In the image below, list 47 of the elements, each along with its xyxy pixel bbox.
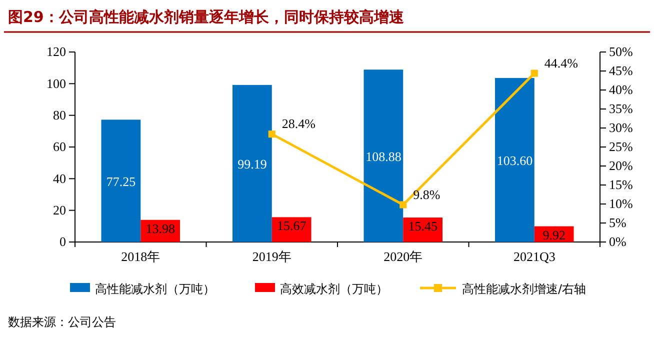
data-label: 28.4% bbox=[282, 116, 316, 132]
y2-tick-label: 15% bbox=[609, 177, 633, 192]
data-label: 9.92 bbox=[542, 227, 566, 242]
chart-title: 图29：公司高性能减水剂销量逐年增长，同时保持较高增速 bbox=[8, 8, 405, 26]
y2-tick-label: 35% bbox=[609, 101, 633, 116]
bar bbox=[403, 218, 442, 242]
data-label: 13.98 bbox=[146, 220, 175, 236]
legend-label: 高性能减水剂（万吨） bbox=[95, 282, 215, 296]
bar bbox=[232, 84, 272, 242]
y2-tick-label: 25% bbox=[609, 139, 633, 154]
y2-tick-label: 50% bbox=[609, 44, 633, 60]
data-label: 9.8% bbox=[413, 186, 440, 202]
x-tick-label: 2018年 bbox=[121, 249, 160, 264]
data-label: 77.25 bbox=[106, 174, 136, 189]
y2-tick-label: 5% bbox=[609, 215, 626, 230]
y-tick-label: 100 bbox=[46, 76, 66, 91]
x-tick-label: 2021Q3 bbox=[513, 249, 556, 264]
y2-tick-label: 10% bbox=[609, 196, 633, 212]
data-label: 108.88 bbox=[366, 148, 402, 164]
y-tick-label: 40 bbox=[53, 170, 66, 186]
y-tick-label: 20 bbox=[53, 202, 66, 218]
y-tick-label: 60 bbox=[53, 139, 66, 154]
legend-label: 高效减水剂（万吨） bbox=[280, 282, 388, 296]
point bbox=[268, 130, 276, 138]
bar bbox=[495, 78, 534, 242]
point bbox=[530, 70, 538, 77]
source-note: 数据来源：公司公告 bbox=[8, 315, 116, 329]
legend-label: 高性能减水剂增速/右轴 bbox=[462, 282, 586, 296]
data-label: 15.67 bbox=[276, 218, 307, 234]
data-label: 103.60 bbox=[496, 152, 533, 168]
y2-tick-label: 45% bbox=[609, 63, 633, 78]
y2-tick-label: 30% bbox=[609, 120, 633, 136]
bar bbox=[272, 217, 312, 242]
y-tick-label: 0 bbox=[60, 234, 66, 250]
bar bbox=[364, 70, 404, 242]
y-tick-label: 120 bbox=[46, 44, 66, 60]
y2-tick-label: 40% bbox=[609, 82, 633, 98]
data-label: 15.45 bbox=[408, 218, 438, 234]
point bbox=[400, 201, 407, 208]
bar bbox=[101, 120, 141, 242]
y2-tick-label: 0% bbox=[609, 234, 626, 250]
data-label: 44.4% bbox=[544, 55, 578, 70]
y-tick-label: 80 bbox=[53, 107, 66, 122]
x-tick-label: 2020年 bbox=[384, 249, 423, 264]
x-tick-label: 2019年 bbox=[252, 249, 292, 264]
data-label: 99.19 bbox=[238, 156, 267, 172]
y2-tick-label: 20% bbox=[609, 158, 633, 174]
